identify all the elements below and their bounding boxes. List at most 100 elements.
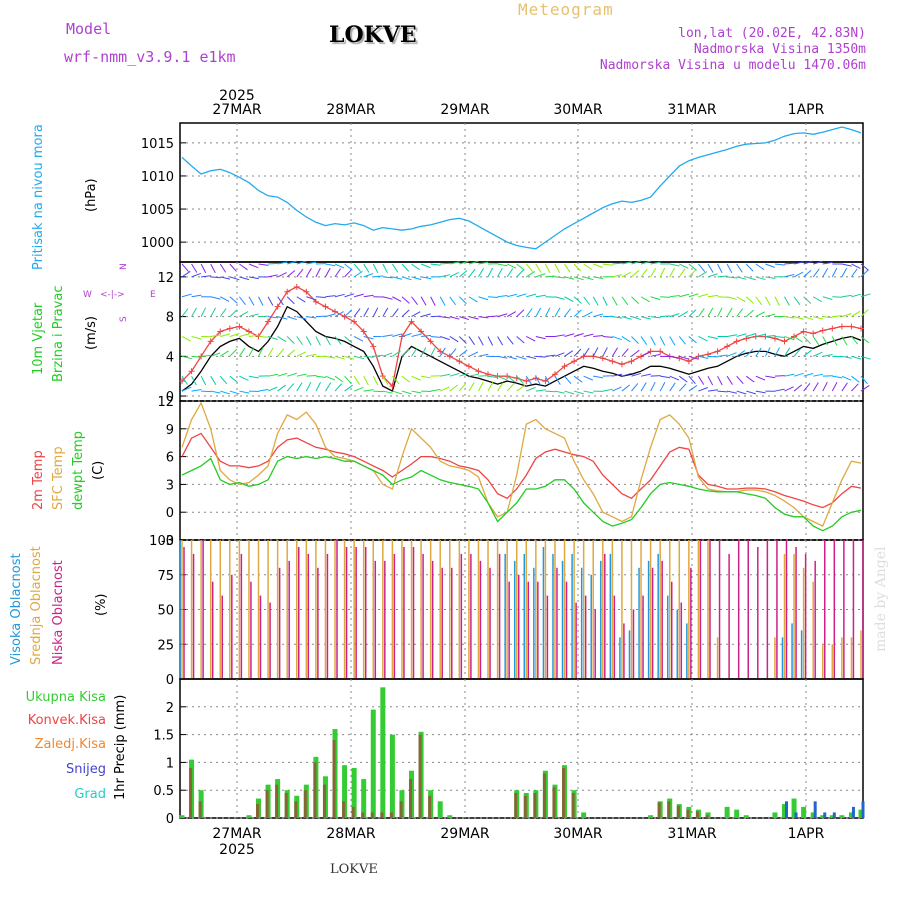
wind-arrow bbox=[440, 262, 451, 265]
year-label-bottom: 2025 bbox=[219, 842, 255, 858]
wind-arrow bbox=[526, 293, 537, 298]
precip-bar-total bbox=[820, 815, 826, 818]
wind-arrow bbox=[401, 309, 410, 317]
wind-arrow bbox=[698, 263, 706, 273]
temp-unit: (C) bbox=[91, 461, 106, 480]
wind-arrow bbox=[325, 336, 331, 346]
wind-arrow bbox=[391, 308, 399, 317]
wind-arrow bbox=[650, 375, 661, 377]
wind-arrow bbox=[526, 386, 536, 392]
wind-arrow bbox=[497, 336, 504, 346]
precip-bar-conv bbox=[523, 795, 527, 818]
wind-arrow bbox=[803, 260, 814, 265]
wind-arrow bbox=[220, 296, 230, 302]
wind-arrow bbox=[727, 334, 738, 337]
precip-bar-conv bbox=[676, 805, 680, 818]
pressure-series-0 bbox=[181, 126, 862, 250]
wind-arrow bbox=[334, 336, 342, 345]
wind-arrow bbox=[325, 313, 336, 318]
wind-arrow bbox=[755, 263, 765, 270]
wind-arrow bbox=[592, 347, 599, 357]
wind-arrow bbox=[612, 373, 623, 377]
wind-arrow bbox=[583, 263, 593, 271]
precip-bar-conv bbox=[332, 740, 336, 818]
wind-arrow bbox=[554, 276, 565, 279]
wind-arrow bbox=[220, 333, 231, 337]
wind-arrow bbox=[841, 294, 852, 298]
wind-arrow bbox=[583, 347, 590, 357]
wind-arrow bbox=[306, 296, 316, 301]
pressure-ytick-label: 1005 bbox=[141, 203, 174, 218]
wind-arrow bbox=[851, 383, 859, 392]
wind-arrow bbox=[698, 271, 708, 278]
wind-arrow bbox=[564, 333, 575, 337]
wind-arrow bbox=[678, 375, 688, 383]
precip-bar-total bbox=[829, 815, 835, 818]
wind-gust-marker bbox=[638, 353, 645, 360]
wind-arrow bbox=[181, 263, 189, 272]
wind-arrow bbox=[841, 382, 848, 392]
wind-arrow bbox=[583, 390, 594, 394]
wind-arrow bbox=[334, 355, 345, 360]
precip-bar-total bbox=[743, 815, 749, 818]
wind-gust-marker bbox=[245, 328, 252, 335]
wind-gust-marker bbox=[312, 298, 319, 305]
wind-arrow bbox=[506, 268, 514, 278]
precip-bar-conv bbox=[294, 801, 298, 818]
wind-arrow bbox=[439, 347, 446, 357]
pressure-ytick-label: 1000 bbox=[141, 236, 174, 251]
wind-arrow bbox=[583, 375, 594, 381]
wind-arrow bbox=[506, 383, 515, 392]
precip-bar-conv bbox=[571, 792, 575, 818]
wind-arrow bbox=[669, 336, 676, 346]
wind-arrow bbox=[344, 384, 353, 392]
clouds-panel: 0 25 50 75 100 bbox=[149, 534, 864, 688]
x-tick-label-bottom: 31MAR bbox=[667, 826, 716, 842]
clouds-ytick-label: 75 bbox=[157, 569, 174, 584]
wind-arrow bbox=[497, 355, 508, 359]
wind-arrow bbox=[210, 390, 221, 394]
compass-arrows: <-|-> bbox=[100, 290, 125, 300]
wind-arrow bbox=[239, 276, 250, 281]
wind-arrow bbox=[851, 336, 859, 345]
wind-arrow bbox=[392, 390, 403, 395]
wind-arrow bbox=[573, 390, 584, 395]
wind-arrow bbox=[267, 347, 274, 357]
wind-arrow bbox=[784, 296, 790, 306]
wind-arrow bbox=[784, 316, 795, 319]
wind-arrow bbox=[267, 296, 274, 306]
precip-unit: 1hr Precip (mm) bbox=[113, 695, 128, 800]
wind-gust-marker bbox=[771, 335, 778, 342]
wind-arrow bbox=[698, 308, 705, 317]
cloud-unit: (%) bbox=[94, 594, 109, 617]
wind-arrow bbox=[478, 296, 489, 301]
precip-bar-snow bbox=[813, 801, 817, 818]
wind-arrow bbox=[201, 390, 212, 393]
wind-arrow bbox=[420, 347, 427, 357]
wind-arrow bbox=[774, 296, 780, 306]
wind-arrow bbox=[210, 375, 217, 385]
x-tick-label-top: 29MAR bbox=[440, 102, 489, 118]
wind-arrow bbox=[526, 336, 536, 342]
wind-arrow bbox=[535, 263, 542, 273]
wind-gust-marker bbox=[791, 333, 798, 340]
wind-arrow bbox=[478, 261, 489, 265]
wind-arrow bbox=[573, 296, 582, 304]
wind-arrow bbox=[411, 390, 422, 394]
wind-arrow bbox=[287, 372, 297, 377]
wind-gust-marker bbox=[351, 318, 358, 325]
wind-arrow bbox=[439, 296, 446, 306]
wind-arrow bbox=[210, 352, 221, 357]
wind-arrow bbox=[296, 351, 306, 357]
precip-bar-total bbox=[858, 809, 864, 818]
wind-arrow bbox=[621, 336, 631, 343]
wind-arrow bbox=[841, 375, 852, 381]
precip-bar-total bbox=[351, 767, 357, 818]
wind-arrow bbox=[506, 336, 514, 345]
compass-icon: N S W E <-|-> bbox=[83, 263, 156, 322]
wind-gust-marker bbox=[389, 383, 396, 390]
precip-bar-conv bbox=[370, 812, 374, 818]
wind-arrow bbox=[736, 333, 747, 337]
wind-arrow bbox=[784, 373, 795, 377]
wind-arrow bbox=[860, 336, 870, 344]
